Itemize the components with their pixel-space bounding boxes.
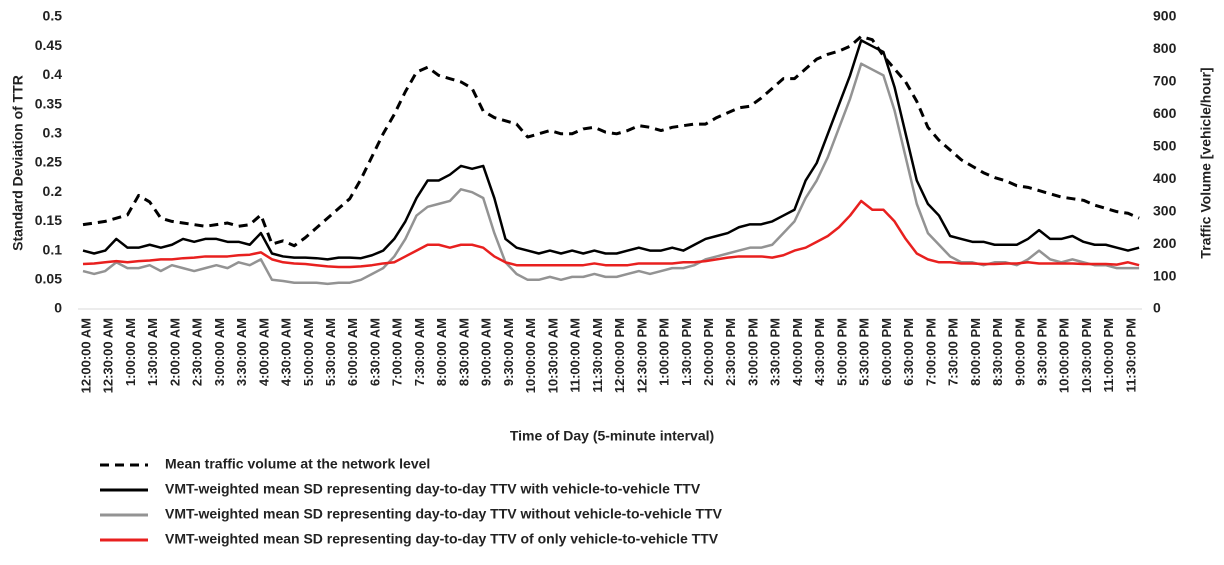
x-tick-label: 10:00:00 PM — [1057, 318, 1072, 393]
y2-axis-title: Traffic Volume [vehicle/hour] — [1198, 67, 1214, 258]
x-tick-label: 6:30:00 PM — [901, 318, 916, 386]
x-tick-label: 6:30:00 AM — [367, 318, 382, 386]
x-tick-label: 10:00:00 AM — [523, 318, 538, 393]
y2-tick-label: 700 — [1153, 73, 1177, 89]
x-tick-label: 3:00:00 PM — [745, 318, 760, 386]
x-axis-title: Time of Day (5-minute interval) — [510, 428, 714, 444]
y2-tick-label: 0 — [1153, 300, 1161, 316]
x-tick-label: 10:30:00 AM — [545, 318, 560, 393]
x-tick-label: 12:30:00 AM — [101, 318, 116, 393]
y-tick-label: 0.5 — [43, 8, 63, 24]
x-tick-label: 12:00:00 AM — [78, 318, 93, 393]
x-tick-label: 1:00:00 PM — [657, 318, 672, 386]
legend-label: VMT-weighted mean SD representing day-to… — [165, 481, 701, 497]
legend-label: Mean traffic volume at the network level — [165, 456, 430, 472]
y-tick-label: 0.25 — [35, 154, 62, 170]
x-tick-label: 10:30:00 PM — [1079, 318, 1094, 393]
x-tick-label: 8:00:00 AM — [434, 318, 449, 386]
x-tick-label: 1:00:00 AM — [123, 318, 138, 386]
x-tick-label: 12:30:00 PM — [634, 318, 649, 393]
legend-label: VMT-weighted mean SD representing day-to… — [165, 531, 719, 547]
x-tick-label: 11:00:00 PM — [1101, 318, 1116, 392]
x-tick-label: 2:30:00 AM — [190, 318, 205, 386]
x-tick-label: 5:00:00 AM — [301, 318, 316, 386]
x-tick-label: 9:00:00 AM — [479, 318, 494, 386]
series-line — [82, 62, 1140, 286]
x-tick-label: 2:00:00 PM — [701, 318, 716, 386]
y-tick-label: 0.1 — [43, 241, 63, 257]
series-line — [82, 34, 1140, 248]
y-axis-title: Standard Deviation of TTR — [10, 75, 26, 251]
x-tick-label: 4:00:00 AM — [256, 318, 271, 386]
y-tick-label: 0.4 — [43, 66, 63, 82]
x-tick-label: 12:00:00 PM — [612, 318, 627, 393]
x-tick-label: 4:30:00 PM — [812, 318, 827, 386]
y-tick-label: 0.3 — [43, 125, 63, 141]
x-tick-label: 4:30:00 AM — [279, 318, 294, 386]
x-tick-label: 3:30:00 AM — [234, 318, 249, 386]
x-tick-label: 6:00:00 PM — [879, 318, 894, 386]
x-tick-label: 9:30:00 AM — [501, 318, 516, 386]
x-tick-label: 3:30:00 PM — [768, 318, 783, 386]
y-tick-label: 0.45 — [35, 37, 62, 53]
y-tick-label: 0.2 — [43, 183, 63, 199]
x-tick-label: 7:00:00 PM — [923, 318, 938, 386]
x-tick-label: 11:00:00 AM — [568, 318, 583, 393]
x-tick-label: 1:30:00 PM — [679, 318, 694, 386]
x-tick-label: 5:00:00 PM — [834, 318, 849, 386]
x-tick-label: 8:30:00 AM — [456, 318, 471, 386]
x-tick-label: 8:00:00 PM — [968, 318, 983, 386]
y2-tick-label: 200 — [1153, 235, 1177, 251]
y2-tick-label: 300 — [1153, 202, 1177, 218]
series-line — [82, 39, 1140, 261]
series-line — [82, 199, 1140, 269]
y2-tick-label: 500 — [1153, 137, 1177, 153]
legend-label: VMT-weighted mean SD representing day-to… — [165, 506, 723, 522]
x-tick-label: 7:30:00 AM — [412, 318, 427, 386]
x-tick-label: 3:00:00 AM — [212, 318, 227, 386]
x-tick-label: 9:30:00 PM — [1034, 318, 1049, 386]
x-tick-label: 11:30:00 AM — [590, 318, 605, 393]
y2-tick-label: 800 — [1153, 40, 1177, 56]
y-tick-label: 0 — [54, 300, 62, 316]
x-tick-label: 1:30:00 AM — [145, 318, 160, 386]
x-tick-label: 2:30:00 PM — [723, 318, 738, 386]
x-tick-label: 9:00:00 PM — [1012, 318, 1027, 386]
y2-tick-label: 100 — [1153, 267, 1177, 283]
y2-tick-label: 900 — [1153, 8, 1177, 24]
x-tick-label: 6:00:00 AM — [345, 318, 360, 386]
x-tick-label: 2:00:00 AM — [167, 318, 182, 386]
x-tick-label: 11:30:00 PM — [1123, 318, 1138, 392]
x-tick-label: 4:00:00 PM — [790, 318, 805, 386]
y-tick-label: 0.35 — [35, 95, 62, 111]
x-tick-label: 7:00:00 AM — [390, 318, 405, 386]
x-tick-label: 5:30:00 PM — [857, 318, 872, 386]
y2-tick-label: 400 — [1153, 170, 1177, 186]
x-tick-label: 5:30:00 AM — [323, 318, 338, 386]
y-tick-label: 0.05 — [35, 271, 62, 287]
x-tick-label: 8:30:00 PM — [990, 318, 1005, 386]
y-tick-label: 0.15 — [35, 212, 62, 228]
x-tick-label: 7:30:00 PM — [946, 318, 961, 386]
y2-tick-label: 600 — [1153, 105, 1177, 121]
